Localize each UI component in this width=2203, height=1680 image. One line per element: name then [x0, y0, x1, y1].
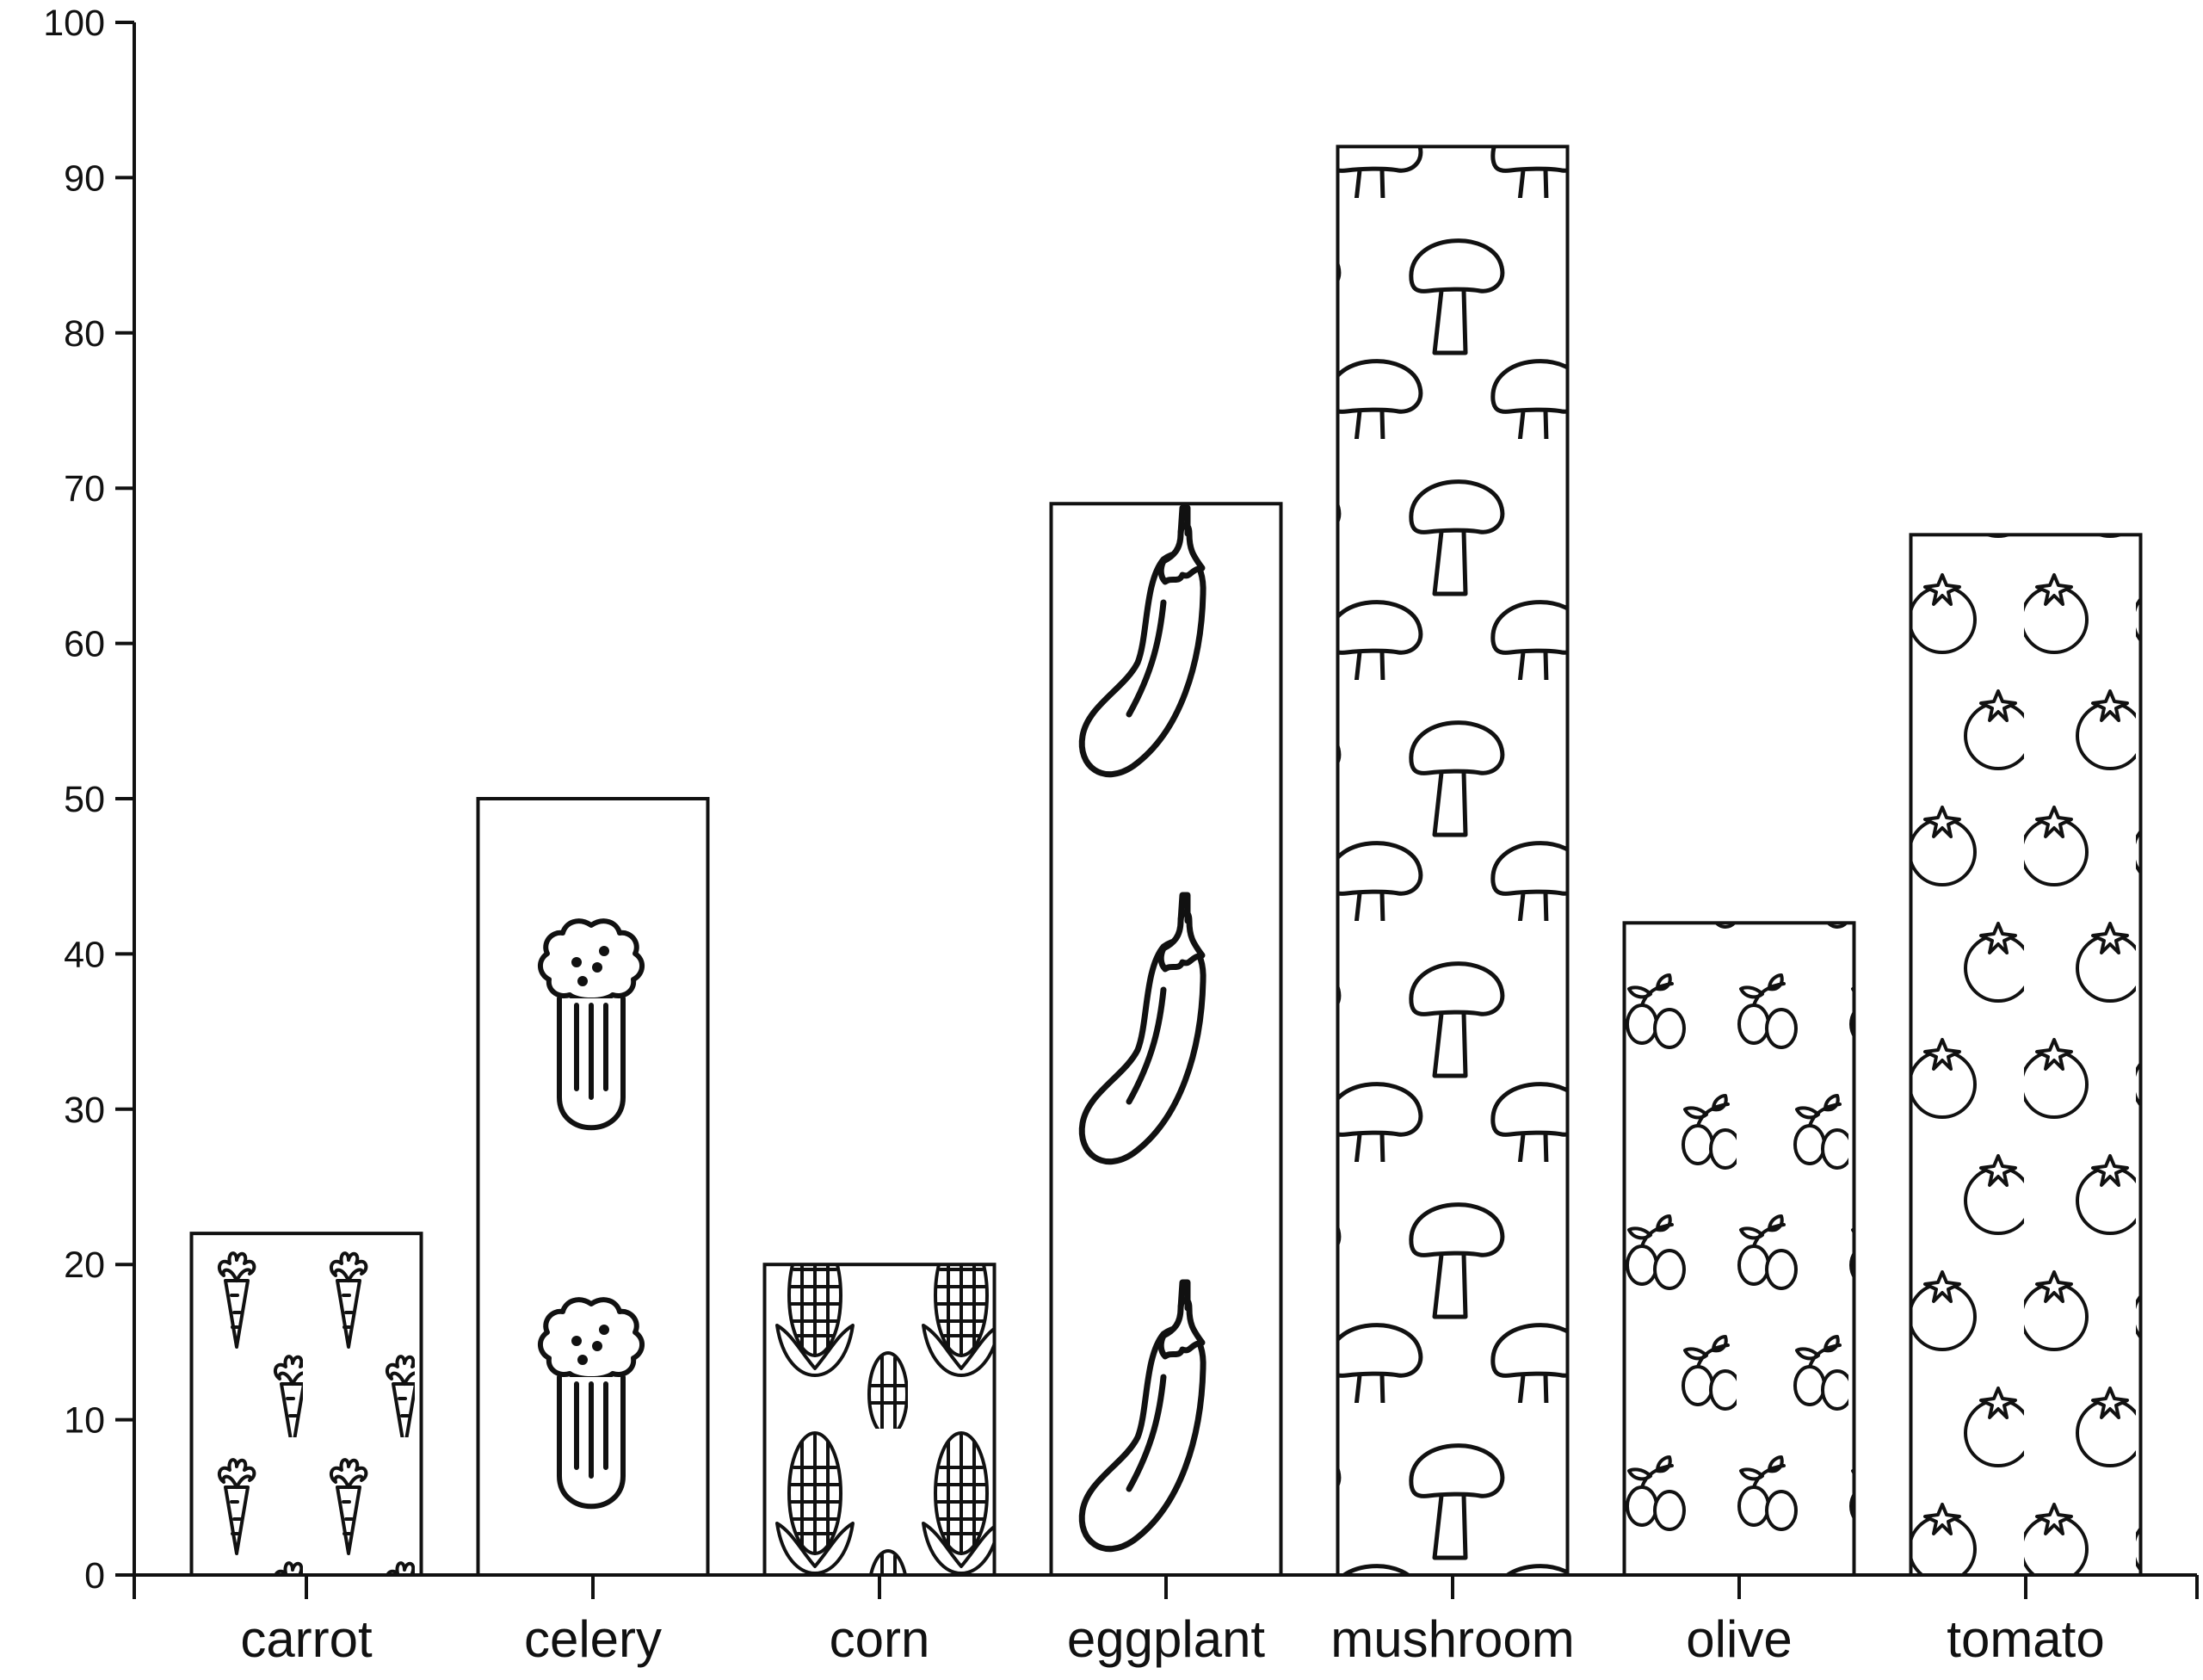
y-tick-label: 0 — [84, 1555, 105, 1597]
x-tick-label-corn: corn — [830, 1610, 930, 1668]
y-tick-label: 50 — [64, 779, 105, 820]
bar-tomato — [1909, 533, 2143, 1578]
bar-eggplant — [1049, 502, 1283, 1577]
y-tick-label: 80 — [64, 313, 105, 355]
x-tick-label-celery: celery — [524, 1610, 662, 1668]
x-tick-label-carrot: carrot — [240, 1610, 373, 1668]
olive-icon-pattern — [1624, 923, 1854, 1575]
axes-layer — [115, 21, 2199, 1599]
corn-icon-pattern — [764, 1264, 995, 1575]
tomato-icon-pattern — [1910, 534, 2141, 1575]
bar-corn — [762, 1263, 997, 1577]
y-tick-label: 100 — [43, 3, 105, 44]
bar-olive — [1622, 921, 1856, 1577]
y-tick-label: 30 — [64, 1090, 105, 1131]
x-tick-labels: carrot celery corn eggplant mushroom olive tom… — [240, 1610, 2104, 1668]
y-tick-label: 70 — [64, 468, 105, 510]
bar-mushroom — [1336, 145, 1570, 1578]
y-tick-label: 60 — [64, 624, 105, 665]
carrot-icon-pattern — [191, 1233, 422, 1575]
x-tick-label-tomato: tomato — [1947, 1610, 2104, 1668]
y-tick-label: 90 — [64, 158, 105, 199]
bar-celery — [476, 797, 710, 1577]
bar-carrot — [189, 1232, 423, 1577]
mushroom-icon-pattern — [1337, 146, 1568, 1575]
bars-layer — [189, 145, 2143, 1578]
y-tick-labels: 0 10 20 30 40 50 60 70 80 90 100 — [43, 3, 105, 1597]
celery-icon-pattern — [478, 799, 708, 1575]
x-tick-label-eggplant: eggplant — [1067, 1610, 1266, 1668]
eggplant-icon-pattern — [1051, 503, 1281, 1575]
x-tick-label-olive: olive — [1686, 1610, 1792, 1668]
y-tick-label: 20 — [64, 1245, 105, 1286]
y-tick-label: 10 — [64, 1400, 105, 1442]
y-tick-label: 40 — [64, 934, 105, 975]
x-tick-label-mushroom: mushroom — [1330, 1610, 1574, 1668]
